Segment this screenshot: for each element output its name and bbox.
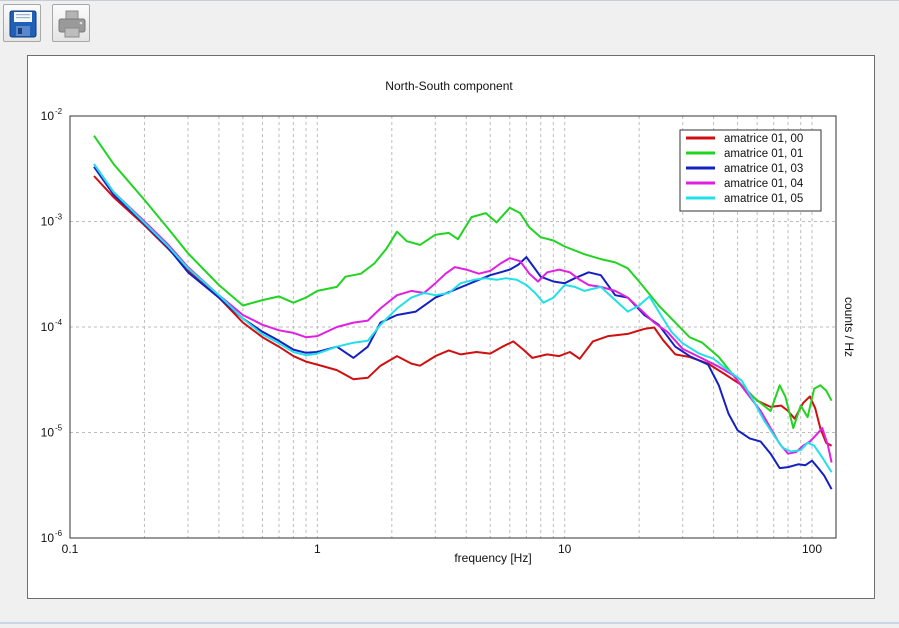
grid [70, 116, 836, 538]
x-tick-label: 100 [802, 542, 822, 556]
y-tick-exponent: -6 [55, 529, 63, 538]
series-line-amatrice-01-03 [93, 166, 833, 490]
series-line-amatrice-01-04 [93, 163, 833, 463]
y-tick-exponent: -4 [55, 318, 63, 327]
toolbar [0, 1, 899, 45]
y-tick-label: 10 [41, 426, 55, 440]
plot-frame [69, 115, 837, 539]
window-bottom-border [0, 622, 899, 624]
y-tick-label: 10 [41, 215, 55, 229]
x-tick-label: 10 [558, 542, 572, 556]
series-line-amatrice-01-05 [93, 163, 833, 473]
series-line-amatrice-01-01 [93, 135, 833, 430]
floppy-disk-icon [9, 10, 37, 38]
chart-panel: 0.1 1 10 100 10 -2 10 -3 10 -4 10 -5 10 -6 North-South… [27, 55, 875, 599]
x-tick-label: 0.1 [62, 542, 79, 556]
y-tick-label: 10 [41, 531, 55, 545]
printer-icon [58, 10, 86, 38]
x-tick-label: 1 [314, 542, 321, 556]
y-tick-label: 10 [41, 109, 55, 123]
save-button[interactable] [3, 4, 41, 42]
legend-entry: amatrice 01, 04 [724, 178, 804, 190]
print-button[interactable] [52, 4, 90, 42]
chart-title: North-South component [385, 79, 513, 93]
legend-entry: amatrice 01, 01 [724, 148, 803, 160]
y-tick-label: 10 [41, 320, 55, 334]
y-tick-exponent: -2 [55, 107, 63, 116]
x-axis-label: frequency [Hz] [454, 551, 531, 565]
y-tick-exponent: -3 [55, 213, 63, 222]
y-tick-exponent: -5 [55, 424, 63, 433]
legend-entry: amatrice 01, 03 [724, 163, 803, 175]
series-line-amatrice-01-00 [93, 175, 833, 447]
window-top-border [0, 0, 899, 1]
series-lines [93, 135, 833, 490]
y-axis-label: counts / Hz [842, 297, 856, 357]
legend-entry: amatrice 01, 05 [724, 193, 803, 205]
legend: amatrice 01, 00 amatrice 01, 01 amatrice 0… [679, 129, 822, 212]
legend-entry: amatrice 01, 00 [724, 133, 803, 145]
